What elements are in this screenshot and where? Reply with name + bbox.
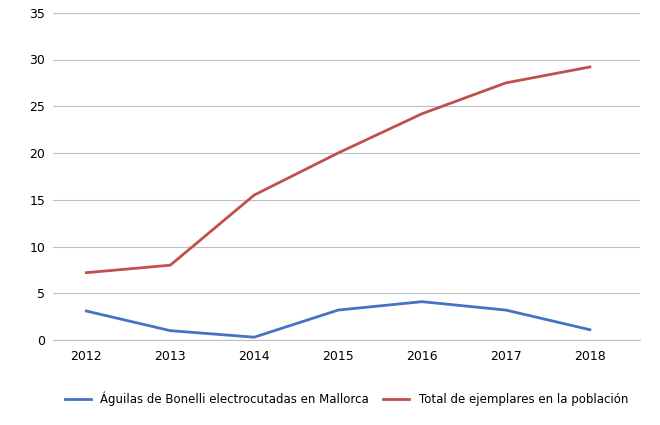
Legend: Águilas de Bonelli electrocutadas en Mallorca, Total de ejemplares en la poblaci: Águilas de Bonelli electrocutadas en Mal… [65, 392, 628, 406]
Total de ejemplares en la población [250, 193, 258, 198]
Águilas de Bonelli electrocutadas en Mallorca [586, 327, 594, 332]
Águilas de Bonelli electrocutadas en Mallorca [502, 308, 510, 313]
Águilas de Bonelli electrocutadas en Mallorca [334, 308, 342, 313]
Águilas de Bonelli electrocutadas en Mallorca [250, 334, 258, 340]
Águilas de Bonelli electrocutadas en Mallorca [166, 328, 174, 333]
Total de ejemplares en la población [82, 270, 90, 275]
Line: Total de ejemplares en la población: Total de ejemplares en la población [86, 67, 590, 273]
Line: Águilas de Bonelli electrocutadas en Mallorca: Águilas de Bonelli electrocutadas en Mal… [86, 302, 590, 337]
Águilas de Bonelli electrocutadas en Mallorca [82, 309, 90, 314]
Total de ejemplares en la población [586, 65, 594, 70]
Águilas de Bonelli electrocutadas en Mallorca [418, 299, 426, 304]
Total de ejemplares en la población [334, 150, 342, 156]
Total de ejemplares en la población [166, 263, 174, 268]
Total de ejemplares en la población [418, 111, 426, 116]
Total de ejemplares en la población [502, 80, 510, 85]
